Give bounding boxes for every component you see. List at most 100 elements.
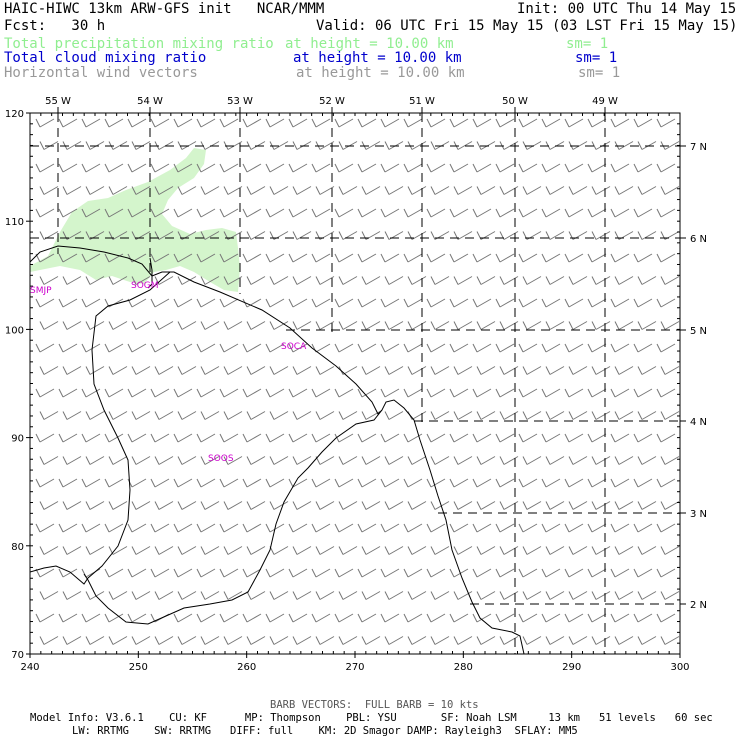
wind-barb [223,456,243,465]
wind-barb [518,298,538,308]
wind-barb [541,388,561,398]
wind-barb [288,208,308,218]
wind-barb [334,298,354,308]
latlon-grid [30,113,680,654]
wind-barb [656,298,676,308]
wind-barb [219,388,239,398]
wind-barb [173,568,193,578]
wind-barb [587,388,607,398]
wind-barb [315,501,335,510]
wind-barb [131,501,151,510]
station-smjp: SMJP [30,286,52,296]
wind-barb [104,208,124,218]
wind-barb [292,186,312,195]
wind-barb [200,231,220,240]
wind-barb [564,118,584,128]
wind-barb [104,253,124,263]
wind-barb [131,591,151,600]
wind-barb [35,568,55,578]
wind-barb [403,343,423,353]
wind-barb [266,659,284,667]
wind-barb [679,614,680,616]
wind-barb [154,366,174,375]
wind-barb [131,546,151,555]
wind-barb [430,501,450,510]
wind-barb [150,478,170,488]
wind-barb [610,478,630,488]
wind-barb [472,433,492,443]
wind-barb [403,253,423,263]
wind-barb [315,321,335,330]
wind-barb [315,591,335,600]
wind-barb [58,478,78,488]
wind-barb [407,591,427,600]
wind-barb [62,501,82,510]
wind-barb [614,636,634,645]
wind-barb [58,343,78,353]
wind-barb [384,546,404,555]
wind-barb [39,591,59,600]
x-tick-label: 290 [562,662,581,673]
wind-barb [35,118,55,128]
wind-barb [173,253,193,263]
wind-barb [495,388,515,398]
valid-time: Valid: 06 UTC Fri 15 May 15 (03 LST Fri … [316,18,738,34]
wind-barb [246,501,266,510]
lat-label: 2 N [690,600,707,611]
wind-barb [633,298,653,308]
wind-barb [131,276,151,285]
wind-barb [127,568,147,578]
wind-barb [541,208,561,218]
wind-barb [108,591,128,600]
x-tick-label: 280 [454,662,473,673]
wind-barb [315,456,335,465]
wind-barb [242,478,262,488]
x-tick-label: 300 [670,662,689,673]
wind-barb [246,636,266,645]
wind-barb [430,411,450,420]
wind-barb [542,659,560,667]
wind-barb [288,568,308,578]
wind-barb [338,411,358,420]
wind-barb [58,118,78,128]
wind-barb [85,546,105,555]
wind-barb [173,478,193,488]
wind-barb [518,253,538,263]
wind-barb [656,523,676,533]
wind-barb [357,208,377,218]
wind-barb [311,343,331,353]
wind-barb [541,253,561,263]
wind-barb [104,343,124,353]
wind-barb [357,478,377,488]
border-suriname-brazil-west [30,271,171,585]
x-axis: 240 250 260 270 280 290 300 [20,113,690,673]
wind-barb [499,321,519,330]
wind-barb [242,163,262,173]
wind-barb [85,276,105,285]
wind-barb [426,433,446,443]
wind-barb [633,613,653,623]
wind-barb [587,208,607,218]
wind-barb [591,636,611,645]
wind-barb [269,411,289,420]
wind-barb [131,456,151,465]
wind-barb [522,501,542,510]
wind-barb [637,546,657,555]
wind-barb [269,276,289,285]
wind-barb [656,343,676,353]
wind-barb [384,411,404,420]
wind-barb [476,501,496,510]
wind-barb [587,343,607,353]
wind-barb [684,547,702,555]
wind-barb [380,433,400,443]
wind-barb [223,501,243,510]
wind-barb [656,478,676,488]
wind-barb [633,118,653,128]
wind-barb [58,388,78,398]
wind-barb [289,659,307,667]
wind-barb [196,613,216,623]
wind-barb [219,298,239,308]
station-sogm: SOGM [131,281,159,291]
wind-barb [357,388,377,398]
wind-barb [242,208,262,218]
